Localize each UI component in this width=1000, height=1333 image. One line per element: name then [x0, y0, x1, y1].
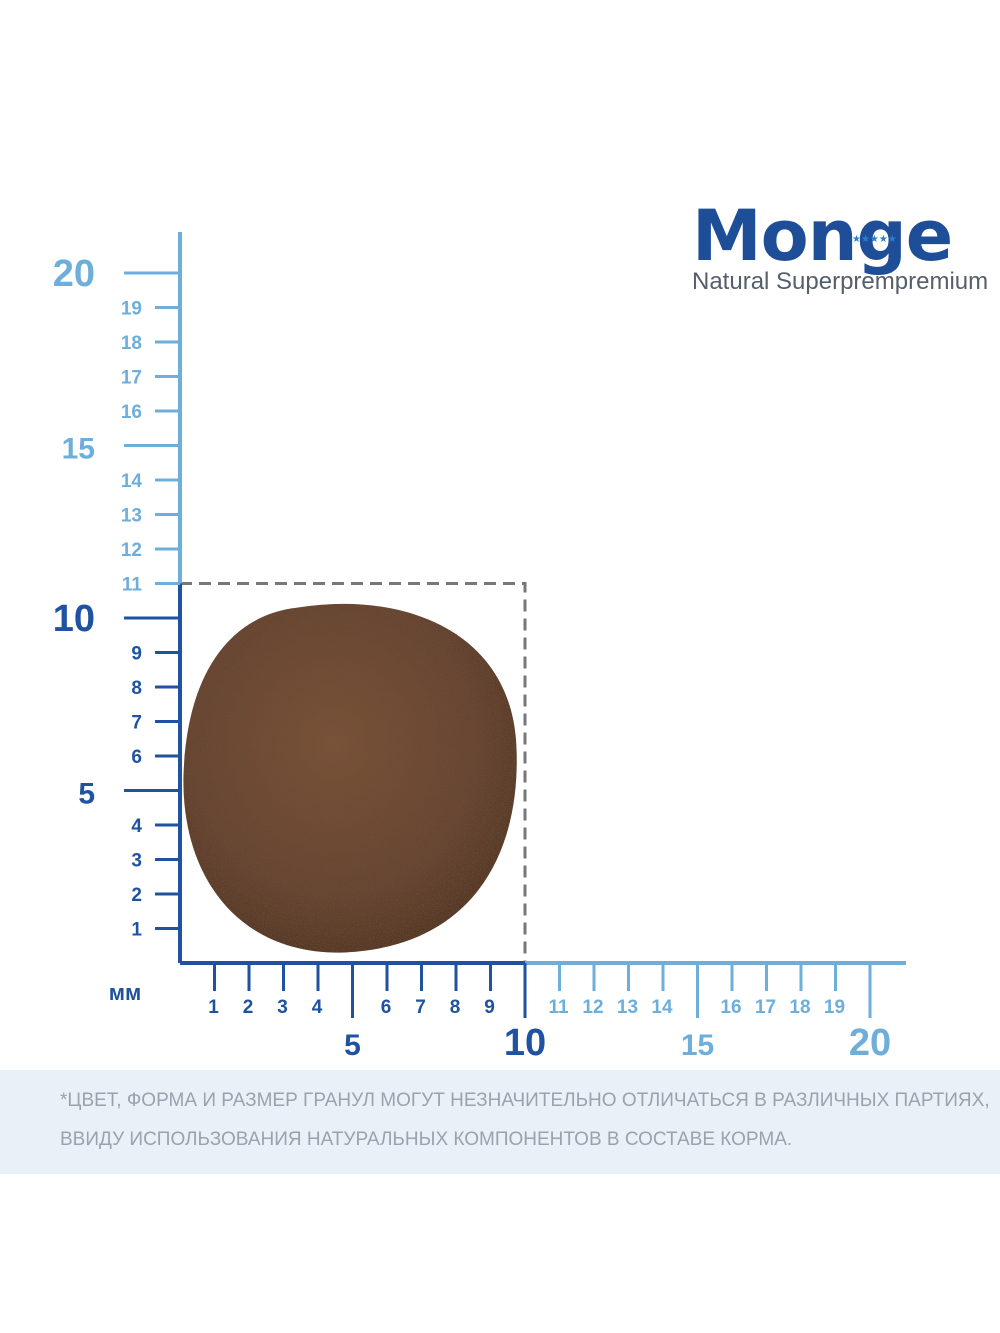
disclaimer-line-2: ВВИДУ ИСПОЛЬЗОВАНИЯ НАТУРАЛЬНЫХ КОМПОНЕН…: [60, 1129, 793, 1150]
x-tick-label: 6: [381, 997, 392, 1018]
y-tick-label: 8: [131, 678, 142, 699]
x-tick-label: 20: [849, 1022, 891, 1064]
kibble-pellet: [183, 603, 517, 953]
y-tick-label: 5: [78, 778, 95, 811]
x-tick-label: 2: [243, 997, 254, 1018]
y-tick-label: 20: [53, 253, 95, 295]
y-tick-label: 19: [121, 299, 142, 320]
brand-name: Monge ★★★★★: [692, 195, 953, 277]
x-tick-label: 16: [720, 997, 741, 1018]
x-tick-label: 5: [344, 1029, 361, 1062]
x-tick-label: 14: [651, 997, 673, 1018]
x-tick-label: 8: [450, 997, 461, 1018]
disclaimer-band: *ЦВЕТ, ФОРМА И РАЗМЕР ГРАНУЛ МОГУТ НЕЗНА…: [0, 1070, 1000, 1174]
x-tick-label: 19: [824, 997, 845, 1018]
y-tick-label: 6: [131, 747, 142, 768]
y-tick-label: 16: [121, 402, 142, 423]
x-tick-label: 18: [789, 997, 810, 1018]
brand-logo: Monge ★★★★★ Natural Superprempremium: [692, 195, 989, 296]
y-tick-label: 18: [121, 333, 142, 354]
y-tick-label: 9: [131, 644, 142, 665]
x-tick-label: 4: [312, 997, 323, 1018]
x-tick-label: 10: [504, 1022, 546, 1064]
y-tick-label: 2: [131, 885, 142, 906]
y-tick-label: 1: [131, 920, 142, 941]
x-tick-label: 7: [415, 997, 426, 1018]
x-tick-label: 9: [484, 997, 495, 1018]
y-tick-label: 17: [121, 368, 142, 389]
brand-tagline: Natural Superprempremium: [692, 268, 989, 295]
x-tick-label: 12: [582, 997, 603, 1018]
disclaimer-line-1: *ЦВЕТ, ФОРМА И РАЗМЕР ГРАНУЛ МОГУТ НЕЗНА…: [60, 1090, 990, 1111]
y-tick-label: 10: [53, 598, 95, 640]
x-tick-label: 3: [277, 997, 288, 1018]
y-tick-label: 3: [131, 851, 142, 872]
unit-label: мм: [109, 980, 142, 1005]
brand-stars-icon: ★★★★★: [852, 234, 897, 245]
y-tick-label: 4: [131, 816, 142, 837]
size-guide-box: [180, 582, 527, 963]
y-tick-label: 7: [131, 713, 142, 734]
x-tick-label: 13: [617, 997, 638, 1018]
y-tick-label: 13: [121, 506, 142, 527]
x-tick-label: 1: [208, 997, 219, 1018]
y-tick-label: 14: [121, 471, 143, 492]
x-tick-label: 11: [548, 997, 569, 1018]
x-tick-label: 17: [755, 997, 776, 1018]
x-tick-label: 15: [681, 1029, 714, 1062]
y-tick-label: 15: [62, 433, 95, 466]
y-tick-label: 11: [122, 575, 143, 596]
y-tick-label: 12: [121, 540, 142, 561]
